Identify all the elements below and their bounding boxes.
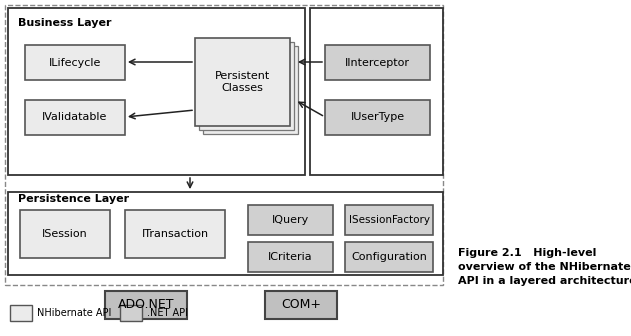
Bar <box>265 291 337 319</box>
Bar <box>8 192 443 275</box>
Text: overview of the NHibernate: overview of the NHibernate <box>458 262 631 272</box>
Bar <box>8 8 305 175</box>
Text: COM+: COM+ <box>281 298 321 311</box>
Text: IValidatable: IValidatable <box>42 113 108 123</box>
Text: ITransaction: ITransaction <box>141 229 209 239</box>
Text: .NET API: .NET API <box>147 308 188 318</box>
Text: IInterceptor: IInterceptor <box>345 57 410 68</box>
Bar <box>20 210 110 258</box>
Bar <box>345 242 433 272</box>
Bar <box>310 8 443 175</box>
Text: Persistent
Classes: Persistent Classes <box>215 71 270 93</box>
Text: Figure 2.1   High-level: Figure 2.1 High-level <box>458 248 596 258</box>
Text: Business Layer: Business Layer <box>18 18 112 28</box>
Bar <box>203 46 298 134</box>
Text: ICriteria: ICriteria <box>268 252 313 262</box>
Bar <box>105 291 187 319</box>
Bar <box>325 100 430 135</box>
Text: IUserType: IUserType <box>350 113 404 123</box>
Bar <box>120 305 142 321</box>
Text: Configuration: Configuration <box>351 252 427 262</box>
Bar <box>199 42 294 130</box>
Bar <box>25 100 125 135</box>
Bar <box>5 5 443 285</box>
Bar <box>325 45 430 80</box>
Text: ISessionFactory: ISessionFactory <box>348 215 430 225</box>
Bar <box>248 242 333 272</box>
Bar <box>345 205 433 235</box>
Text: Persistence Layer: Persistence Layer <box>18 194 129 204</box>
Bar <box>25 45 125 80</box>
Bar <box>125 210 225 258</box>
Text: IQuery: IQuery <box>272 215 309 225</box>
Bar <box>195 38 290 126</box>
Bar <box>248 205 333 235</box>
Text: API in a layered architecture: API in a layered architecture <box>458 276 631 286</box>
Bar <box>10 305 32 321</box>
Text: ADO.NET: ADO.NET <box>118 298 174 311</box>
Text: ISession: ISession <box>42 229 88 239</box>
Text: ILifecycle: ILifecycle <box>49 57 101 68</box>
Text: NHibernate API: NHibernate API <box>37 308 112 318</box>
